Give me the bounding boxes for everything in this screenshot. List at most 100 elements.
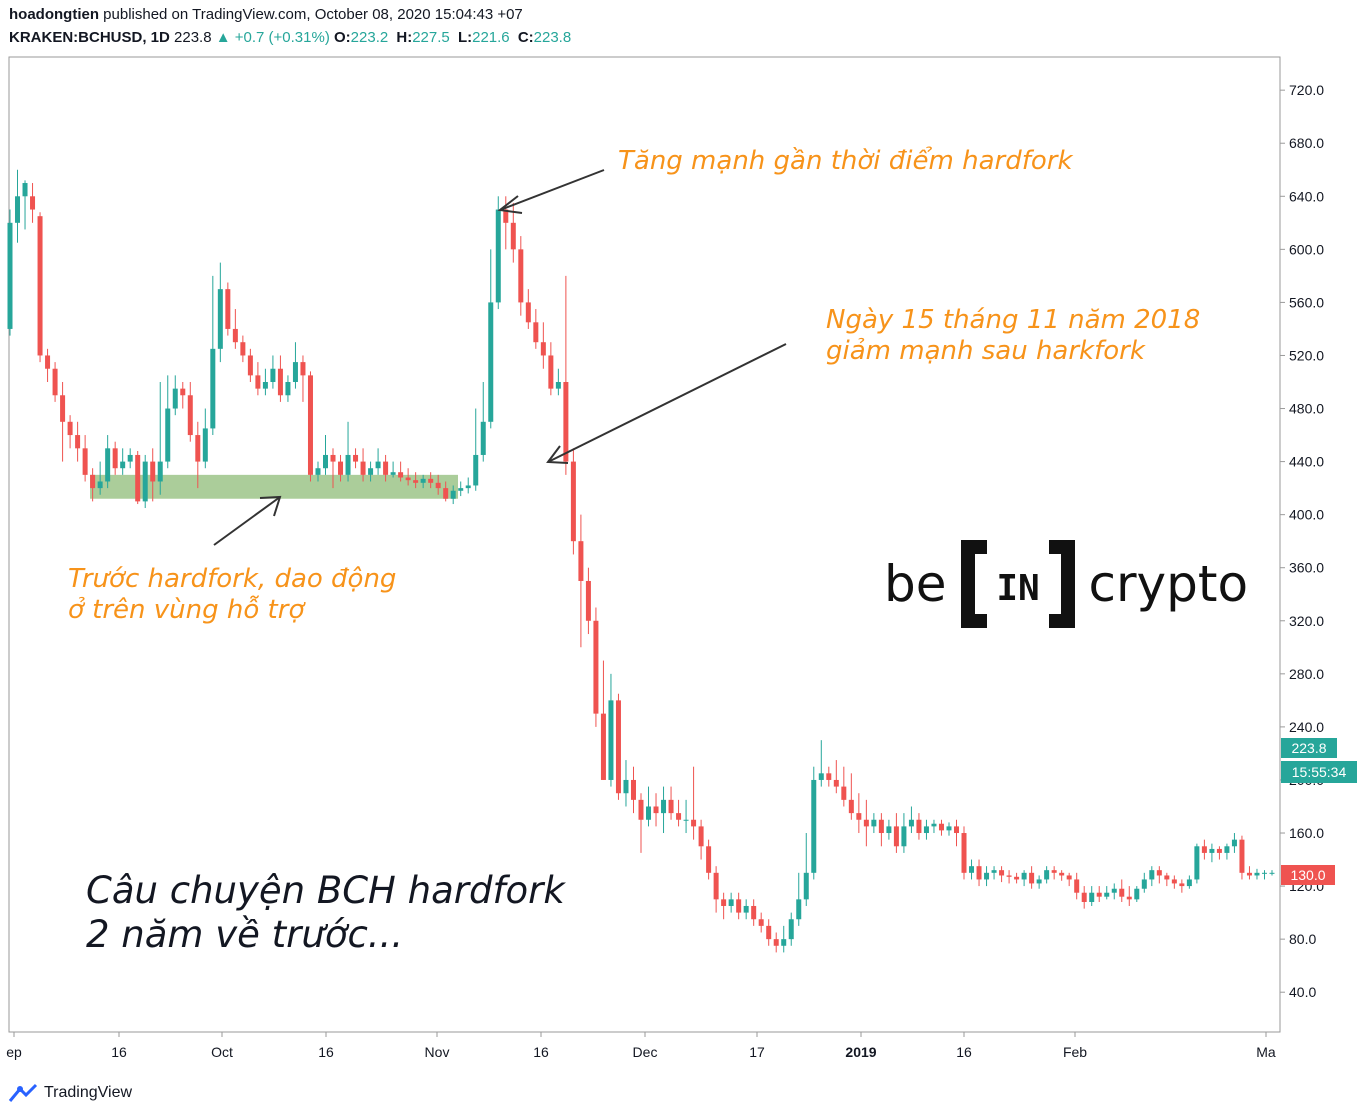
candle[interactable] — [653, 793, 659, 827]
candle[interactable] — [52, 362, 58, 402]
candle[interactable] — [721, 892, 727, 920]
candle[interactable] — [1156, 866, 1162, 884]
candle[interactable] — [157, 382, 163, 495]
candle[interactable] — [82, 435, 88, 482]
candle[interactable] — [743, 899, 749, 920]
candle[interactable] — [22, 180, 28, 230]
candle[interactable] — [97, 461, 103, 495]
candle[interactable] — [1209, 843, 1215, 863]
candle[interactable] — [563, 275, 569, 475]
candle[interactable] — [383, 454, 389, 482]
candle[interactable] — [841, 766, 847, 807]
candle[interactable] — [323, 435, 328, 475]
candle[interactable] — [142, 454, 148, 509]
candle[interactable] — [1111, 883, 1117, 900]
candle[interactable] — [353, 448, 359, 469]
candle[interactable] — [961, 826, 967, 880]
candle[interactable] — [984, 866, 990, 887]
candle[interactable] — [578, 514, 584, 648]
candle[interactable] — [893, 813, 899, 853]
candle[interactable] — [180, 382, 186, 409]
candle[interactable] — [1216, 846, 1222, 860]
candle[interactable] — [262, 368, 268, 396]
candle[interactable] — [1186, 875, 1192, 889]
candle[interactable] — [1254, 868, 1260, 880]
candle[interactable] — [1029, 866, 1035, 889]
candle[interactable] — [1119, 879, 1125, 902]
candle[interactable] — [1269, 870, 1275, 876]
candle[interactable] — [465, 477, 471, 494]
candle[interactable] — [368, 461, 374, 482]
candle[interactable] — [1044, 866, 1050, 884]
candle[interactable] — [172, 375, 178, 416]
author-name[interactable]: hoadongtien — [9, 6, 99, 23]
candle[interactable] — [623, 760, 629, 807]
candle[interactable] — [390, 461, 396, 478]
candle[interactable] — [127, 448, 133, 469]
candle[interactable] — [1239, 835, 1245, 880]
candle[interactable] — [1089, 886, 1095, 906]
candle[interactable] — [630, 766, 636, 814]
candle[interactable] — [833, 760, 839, 794]
candle[interactable] — [300, 355, 306, 402]
candle[interactable] — [510, 202, 516, 263]
candle[interactable] — [1246, 866, 1252, 880]
candle[interactable] — [1149, 866, 1155, 887]
tradingview-logo-icon[interactable] — [8, 1083, 38, 1103]
candle[interactable] — [330, 448, 336, 489]
candle[interactable] — [435, 474, 441, 495]
candle[interactable] — [796, 872, 802, 926]
candle[interactable] — [1179, 879, 1185, 893]
candle[interactable] — [946, 822, 952, 836]
candle[interactable] — [1081, 886, 1087, 909]
candle[interactable] — [120, 448, 126, 475]
candle[interactable] — [856, 793, 862, 834]
candle[interactable] — [285, 375, 291, 402]
candle[interactable] — [495, 196, 501, 310]
candle[interactable] — [1036, 875, 1042, 889]
tradingview-brand[interactable]: TradingView — [44, 1084, 133, 1101]
candle[interactable] — [67, 415, 73, 449]
candle[interactable] — [398, 461, 404, 482]
candle[interactable] — [908, 806, 914, 834]
candle[interactable] — [1074, 872, 1080, 900]
candle[interactable] — [473, 408, 479, 491]
candle[interactable] — [30, 183, 36, 223]
candle[interactable] — [1231, 833, 1237, 853]
candle[interactable] — [165, 375, 171, 469]
candle[interactable] — [1051, 866, 1057, 880]
candle[interactable] — [405, 468, 411, 486]
candle[interactable] — [345, 421, 351, 482]
candle[interactable] — [826, 766, 832, 787]
candle[interactable] — [811, 766, 817, 880]
candle[interactable] — [593, 607, 599, 727]
candle[interactable] — [247, 348, 253, 382]
candle[interactable] — [1126, 886, 1132, 906]
candle[interactable] — [488, 249, 494, 429]
candle[interactable] — [450, 485, 456, 505]
candle[interactable] — [518, 236, 524, 316]
candle[interactable] — [420, 474, 426, 489]
candle[interactable] — [668, 786, 674, 820]
candle[interactable] — [646, 786, 652, 827]
candle[interactable] — [232, 309, 238, 349]
candle[interactable] — [458, 481, 464, 497]
candle[interactable] — [555, 368, 561, 396]
candle[interactable] — [210, 275, 216, 436]
candle[interactable] — [45, 348, 51, 382]
candle[interactable] — [195, 421, 201, 489]
candle[interactable] — [751, 899, 757, 926]
candle[interactable] — [225, 282, 231, 336]
candle[interactable] — [1201, 839, 1207, 860]
candle[interactable] — [923, 819, 929, 840]
candle[interactable] — [540, 322, 546, 369]
candle[interactable] — [315, 461, 321, 482]
candle[interactable] — [1224, 843, 1230, 860]
candle[interactable] — [931, 819, 937, 834]
candle[interactable] — [1194, 843, 1200, 884]
candle[interactable] — [661, 786, 667, 834]
candle[interactable] — [548, 342, 554, 396]
candle[interactable] — [150, 448, 156, 502]
candle[interactable] — [217, 262, 223, 363]
